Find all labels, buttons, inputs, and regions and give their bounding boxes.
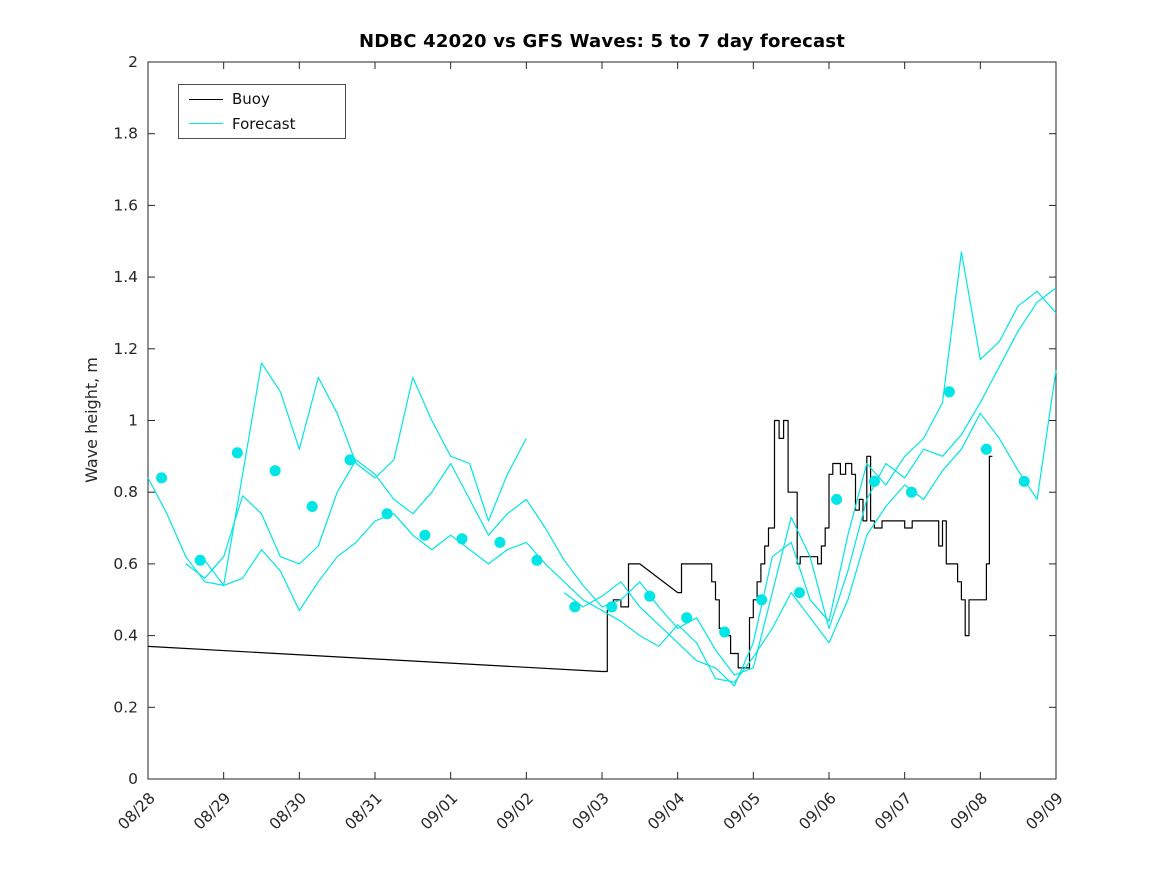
legend-label-forecast: Forecast (232, 114, 296, 133)
y-tick-label: 0.2 (113, 698, 138, 716)
x-tick-label: 09/01 (417, 789, 461, 833)
forecast-marker (756, 594, 768, 606)
y-tick-label: 1.2 (113, 340, 138, 358)
forecast-line (563, 251, 1057, 687)
x-tick-label: 09/04 (644, 789, 688, 833)
forecast-marker (569, 601, 581, 613)
forecast-marker (381, 508, 393, 520)
y-tick-label: 1.4 (113, 268, 138, 286)
x-tick-label: 09/05 (720, 789, 764, 833)
forecast-line (204, 370, 1057, 683)
forecast-line (185, 287, 1057, 676)
buoy-line (147, 419, 993, 673)
legend-item-buoy: Buoy (179, 89, 345, 109)
forecast-marker (831, 493, 843, 505)
forecast-marker (156, 472, 168, 484)
forecast-marker (306, 501, 318, 512)
forecast-marker (980, 443, 992, 455)
legend-item-forecast: Forecast (179, 114, 345, 134)
x-tick-label: 09/06 (796, 789, 840, 833)
forecast-line (147, 362, 527, 587)
chart-legend: Buoy Forecast (178, 84, 346, 139)
y-axis-label: Wave height, m (82, 357, 101, 483)
legend-forecast-line-sample (189, 122, 223, 125)
legend-label-buoy: Buoy (232, 90, 270, 109)
forecast-marker (344, 454, 356, 466)
y-tick-label: 1.6 (113, 196, 138, 214)
x-tick-label: 09/07 (871, 789, 915, 833)
forecast-marker (906, 486, 917, 498)
chart-title: NDBC 42020 vs GFS Waves: 5 to 7 day fore… (358, 31, 846, 52)
y-tick-label: 0.4 (113, 627, 138, 645)
x-tick-label: 09/02 (493, 789, 537, 833)
x-tick-label: 09/09 (1023, 789, 1067, 833)
y-tick-label: 2 (128, 53, 138, 71)
forecast-marker (231, 447, 243, 459)
forecast-marker (794, 587, 805, 599)
legend-buoy-line-sample (189, 98, 223, 101)
x-tick-label: 08/31 (342, 789, 386, 833)
forecast-marker (644, 590, 656, 602)
y-tick-label: 0.8 (113, 483, 138, 501)
forecast-marker (681, 612, 693, 624)
forecast-marker (531, 554, 543, 566)
x-tick-label: 08/30 (266, 789, 310, 833)
forecast-marker (194, 554, 206, 566)
forecast-marker (719, 626, 731, 638)
forecast-marker (606, 601, 618, 613)
x-tick-label: 09/08 (947, 789, 991, 833)
forecast-marker (269, 465, 281, 477)
forecast-marker (943, 386, 955, 398)
y-tick-label: 0.6 (113, 555, 138, 573)
forecast-marker (1018, 475, 1030, 487)
forecast-marker (419, 529, 431, 541)
x-tick-label: 08/28 (115, 789, 159, 833)
forecast-marker (494, 536, 506, 548)
y-tick-label: 1 (128, 412, 138, 430)
x-tick-label: 08/29 (190, 789, 234, 833)
forecast-marker (456, 533, 468, 545)
y-tick-label: 0 (128, 770, 138, 788)
forecast-marker (868, 475, 880, 487)
y-tick-label: 1.8 (113, 125, 138, 143)
x-tick-label: 09/03 (569, 789, 613, 833)
